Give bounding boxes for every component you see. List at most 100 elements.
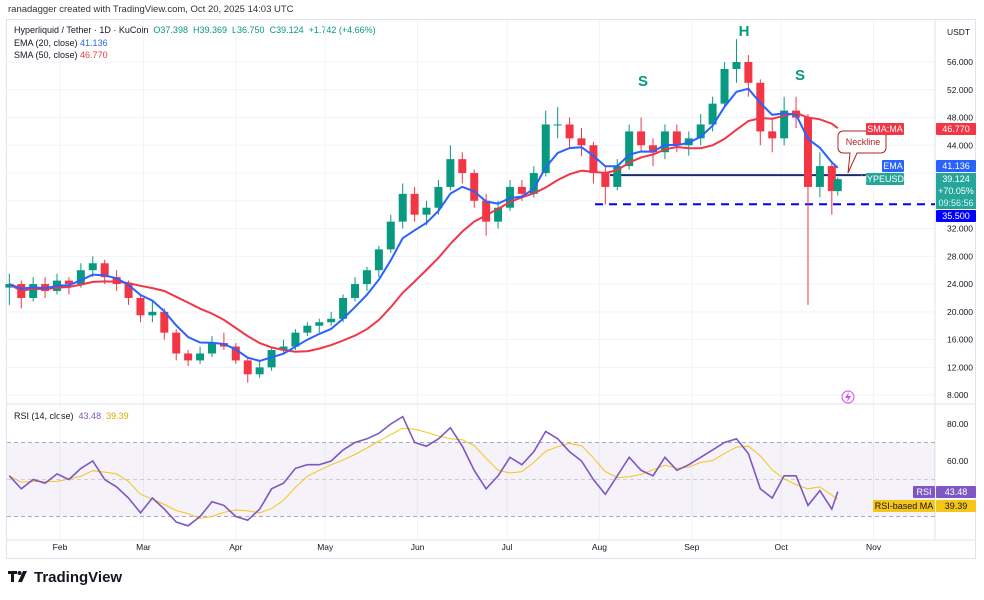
- candle-body: [696, 124, 705, 139]
- left-shoulder-label: S: [638, 73, 648, 90]
- candle-body: [613, 166, 622, 187]
- candle-body: [29, 284, 38, 298]
- ohlc-change: +1.742 (+4.66%): [308, 25, 376, 35]
- symbol-title[interactable]: Hyperliquid / Tether · 1D · KuCoin: [14, 25, 149, 35]
- price-axis-tick: 48.000: [947, 113, 973, 123]
- candle-body: [649, 145, 658, 153]
- candle-body: [112, 277, 121, 285]
- symbol-tag-text: HYPEUSDT: [860, 174, 910, 184]
- candle-body: [291, 332, 300, 347]
- lightning-icon[interactable]: [841, 390, 855, 404]
- logo-text: TradingView: [34, 569, 123, 586]
- candle-body: [351, 284, 360, 298]
- candle-body: [64, 280, 73, 285]
- candle-body: [422, 207, 431, 215]
- candle-body: [267, 350, 276, 368]
- sma-legend-label[interactable]: SMA (50, close): [14, 50, 78, 60]
- rsi-legend-label[interactable]: RSI (14, close): [14, 411, 74, 421]
- candle-body: [243, 360, 252, 375]
- candle-body: [565, 124, 574, 139]
- candle-body: [386, 221, 395, 250]
- neckline-callout-text: Neckline: [846, 137, 881, 147]
- symbol-tag: [866, 173, 904, 185]
- candle-body: [833, 179, 842, 192]
- sma-value-tag: [936, 123, 976, 135]
- time-axis-label: Sep: [684, 542, 699, 552]
- candle-body: [374, 249, 383, 271]
- candle-body: [458, 159, 467, 174]
- candle-body: [255, 367, 264, 375]
- candle-body: [768, 131, 777, 139]
- ohlc-close: C39.124: [269, 25, 304, 35]
- tradingview-logo: TradingView: [8, 569, 122, 586]
- candle-body: [315, 322, 324, 326]
- candle-body: [339, 297, 348, 319]
- rsi-ma-value-tag: [936, 500, 976, 512]
- price-axis-tick: 12.000: [947, 362, 973, 372]
- time-axis-label: Jul: [502, 542, 513, 552]
- candle-body: [732, 62, 741, 69]
- candle-body: [708, 103, 717, 125]
- price-axis-tick: 52.000: [947, 85, 973, 95]
- tradingview-logo-icon: [8, 570, 27, 582]
- support-price-tag: [936, 210, 976, 222]
- candle-body: [160, 311, 169, 333]
- price-axis-tick: 20.000: [947, 307, 973, 317]
- ema-line: [8, 87, 839, 362]
- sma-tag: [866, 123, 904, 135]
- lightning-icon-bolt: [845, 392, 851, 402]
- candle-body: [494, 207, 503, 222]
- candle-body: [124, 284, 133, 298]
- support-price-tag-text: 35.500: [942, 211, 970, 221]
- candle-body: [553, 124, 562, 126]
- rsi-legend: RSI (14, close) 43.48 39.39: [14, 411, 129, 421]
- credit-line: ranadagger created with TradingView.com,…: [8, 4, 294, 15]
- candle-body: [362, 270, 371, 285]
- rsi-axis-tick: 80.00: [947, 419, 969, 429]
- candle-body: [434, 186, 443, 208]
- candle-body: [541, 124, 550, 174]
- time-axis-label: Jun: [411, 542, 425, 552]
- time-axis-label: Mar: [136, 542, 151, 552]
- currency-label: USDT: [947, 27, 970, 37]
- rsi-ma-tag: [873, 500, 935, 512]
- rsi-ma-value-tag-text: 39.39: [945, 501, 968, 511]
- candle-body: [327, 318, 336, 323]
- ohlc-high: H39.369: [192, 25, 227, 35]
- candle-body: [637, 131, 646, 146]
- candle-body: [100, 263, 109, 278]
- rsi-ma-line: [9, 427, 839, 519]
- time-axis-label: Apr: [229, 542, 242, 552]
- candle-body: [517, 186, 526, 194]
- ema-tag-text: EMA: [883, 161, 903, 171]
- price-axis-tick: 44.000: [947, 140, 973, 150]
- candle-body: [76, 270, 85, 285]
- ohlc-low: L36.750: [232, 25, 265, 35]
- time-axis-label: Feb: [53, 542, 68, 552]
- candle-body: [398, 193, 407, 222]
- time-axis-label: May: [317, 542, 334, 552]
- candle-body: [625, 131, 634, 167]
- last-price-line: 09:56:56: [938, 198, 973, 208]
- ema-value-tag-text: 41.136: [942, 161, 970, 171]
- ohlc-open: O37.398: [153, 25, 188, 35]
- time-axis-label: Nov: [866, 542, 882, 552]
- last-price-line: +70.05%: [938, 186, 974, 196]
- sma-value-tag-text: 46.770: [942, 124, 970, 134]
- candle-body: [184, 353, 193, 361]
- candle-body: [744, 62, 753, 83]
- last-price-tag: [936, 173, 976, 209]
- ema-legend-label[interactable]: EMA (20, close): [14, 37, 78, 48]
- candle-body: [231, 346, 240, 361]
- candle-body: [756, 82, 765, 132]
- candle-body: [196, 353, 205, 361]
- right-shoulder-label: S: [795, 67, 805, 84]
- candle-body: [577, 138, 586, 146]
- price-axis-tick: 28.000: [947, 251, 973, 261]
- price-axis-tick: 32.000: [947, 224, 973, 234]
- candle-body: [672, 131, 681, 146]
- rsi-value-tag-text: 43.48: [945, 487, 968, 497]
- rsi-tag-text: RSI: [916, 487, 931, 497]
